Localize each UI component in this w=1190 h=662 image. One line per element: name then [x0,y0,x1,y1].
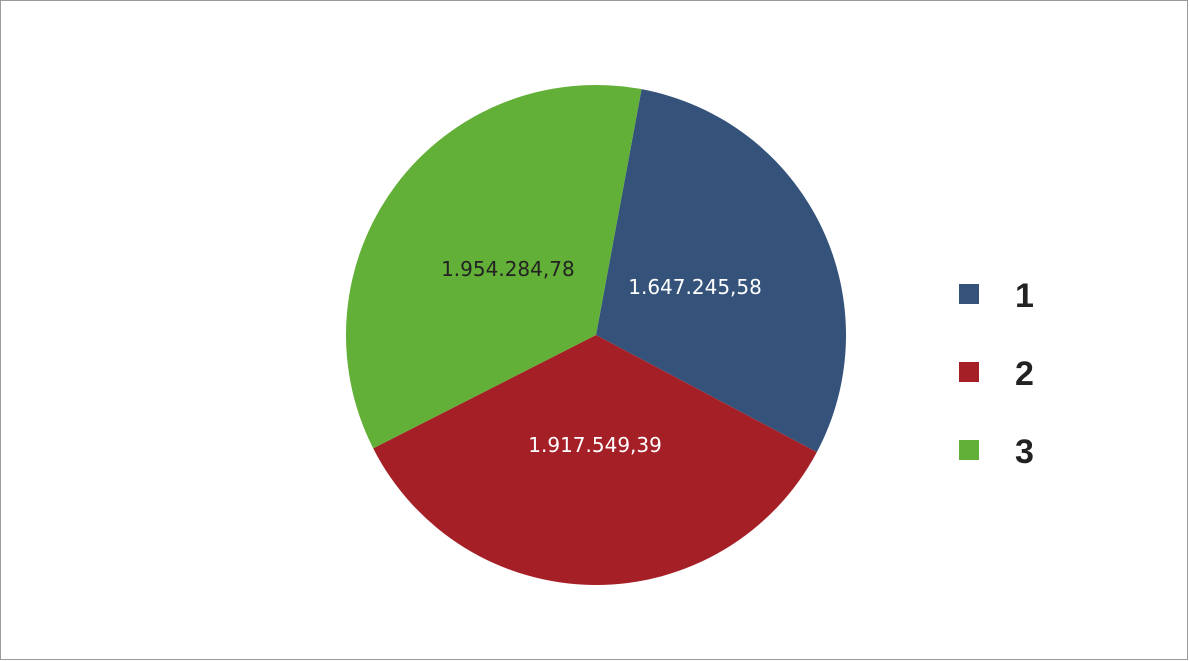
legend-label-2: 2 [1015,355,1034,393]
pie-slice-3 [346,84,642,449]
legend-swatch-3 [959,440,979,460]
legend-swatch-1 [959,284,979,304]
pie-slice-2 [373,335,817,585]
legend-swatch-2 [959,362,979,382]
legend: 1 2 3 [959,277,1034,471]
slice-value-label-3: 1.954.284,78 [441,257,575,281]
pie-slice-1 [596,89,846,453]
slice-value-label-2: 1.917.549,39 [528,433,662,457]
pie-slices [346,84,846,585]
legend-label-1: 1 [1015,277,1034,315]
legend-label-3: 3 [1015,433,1034,471]
slice-value-label-1: 1.647.245,58 [628,275,762,299]
slice-labels: 1.647.245,58 1.917.549,39 1.954.284,78 [441,257,762,457]
